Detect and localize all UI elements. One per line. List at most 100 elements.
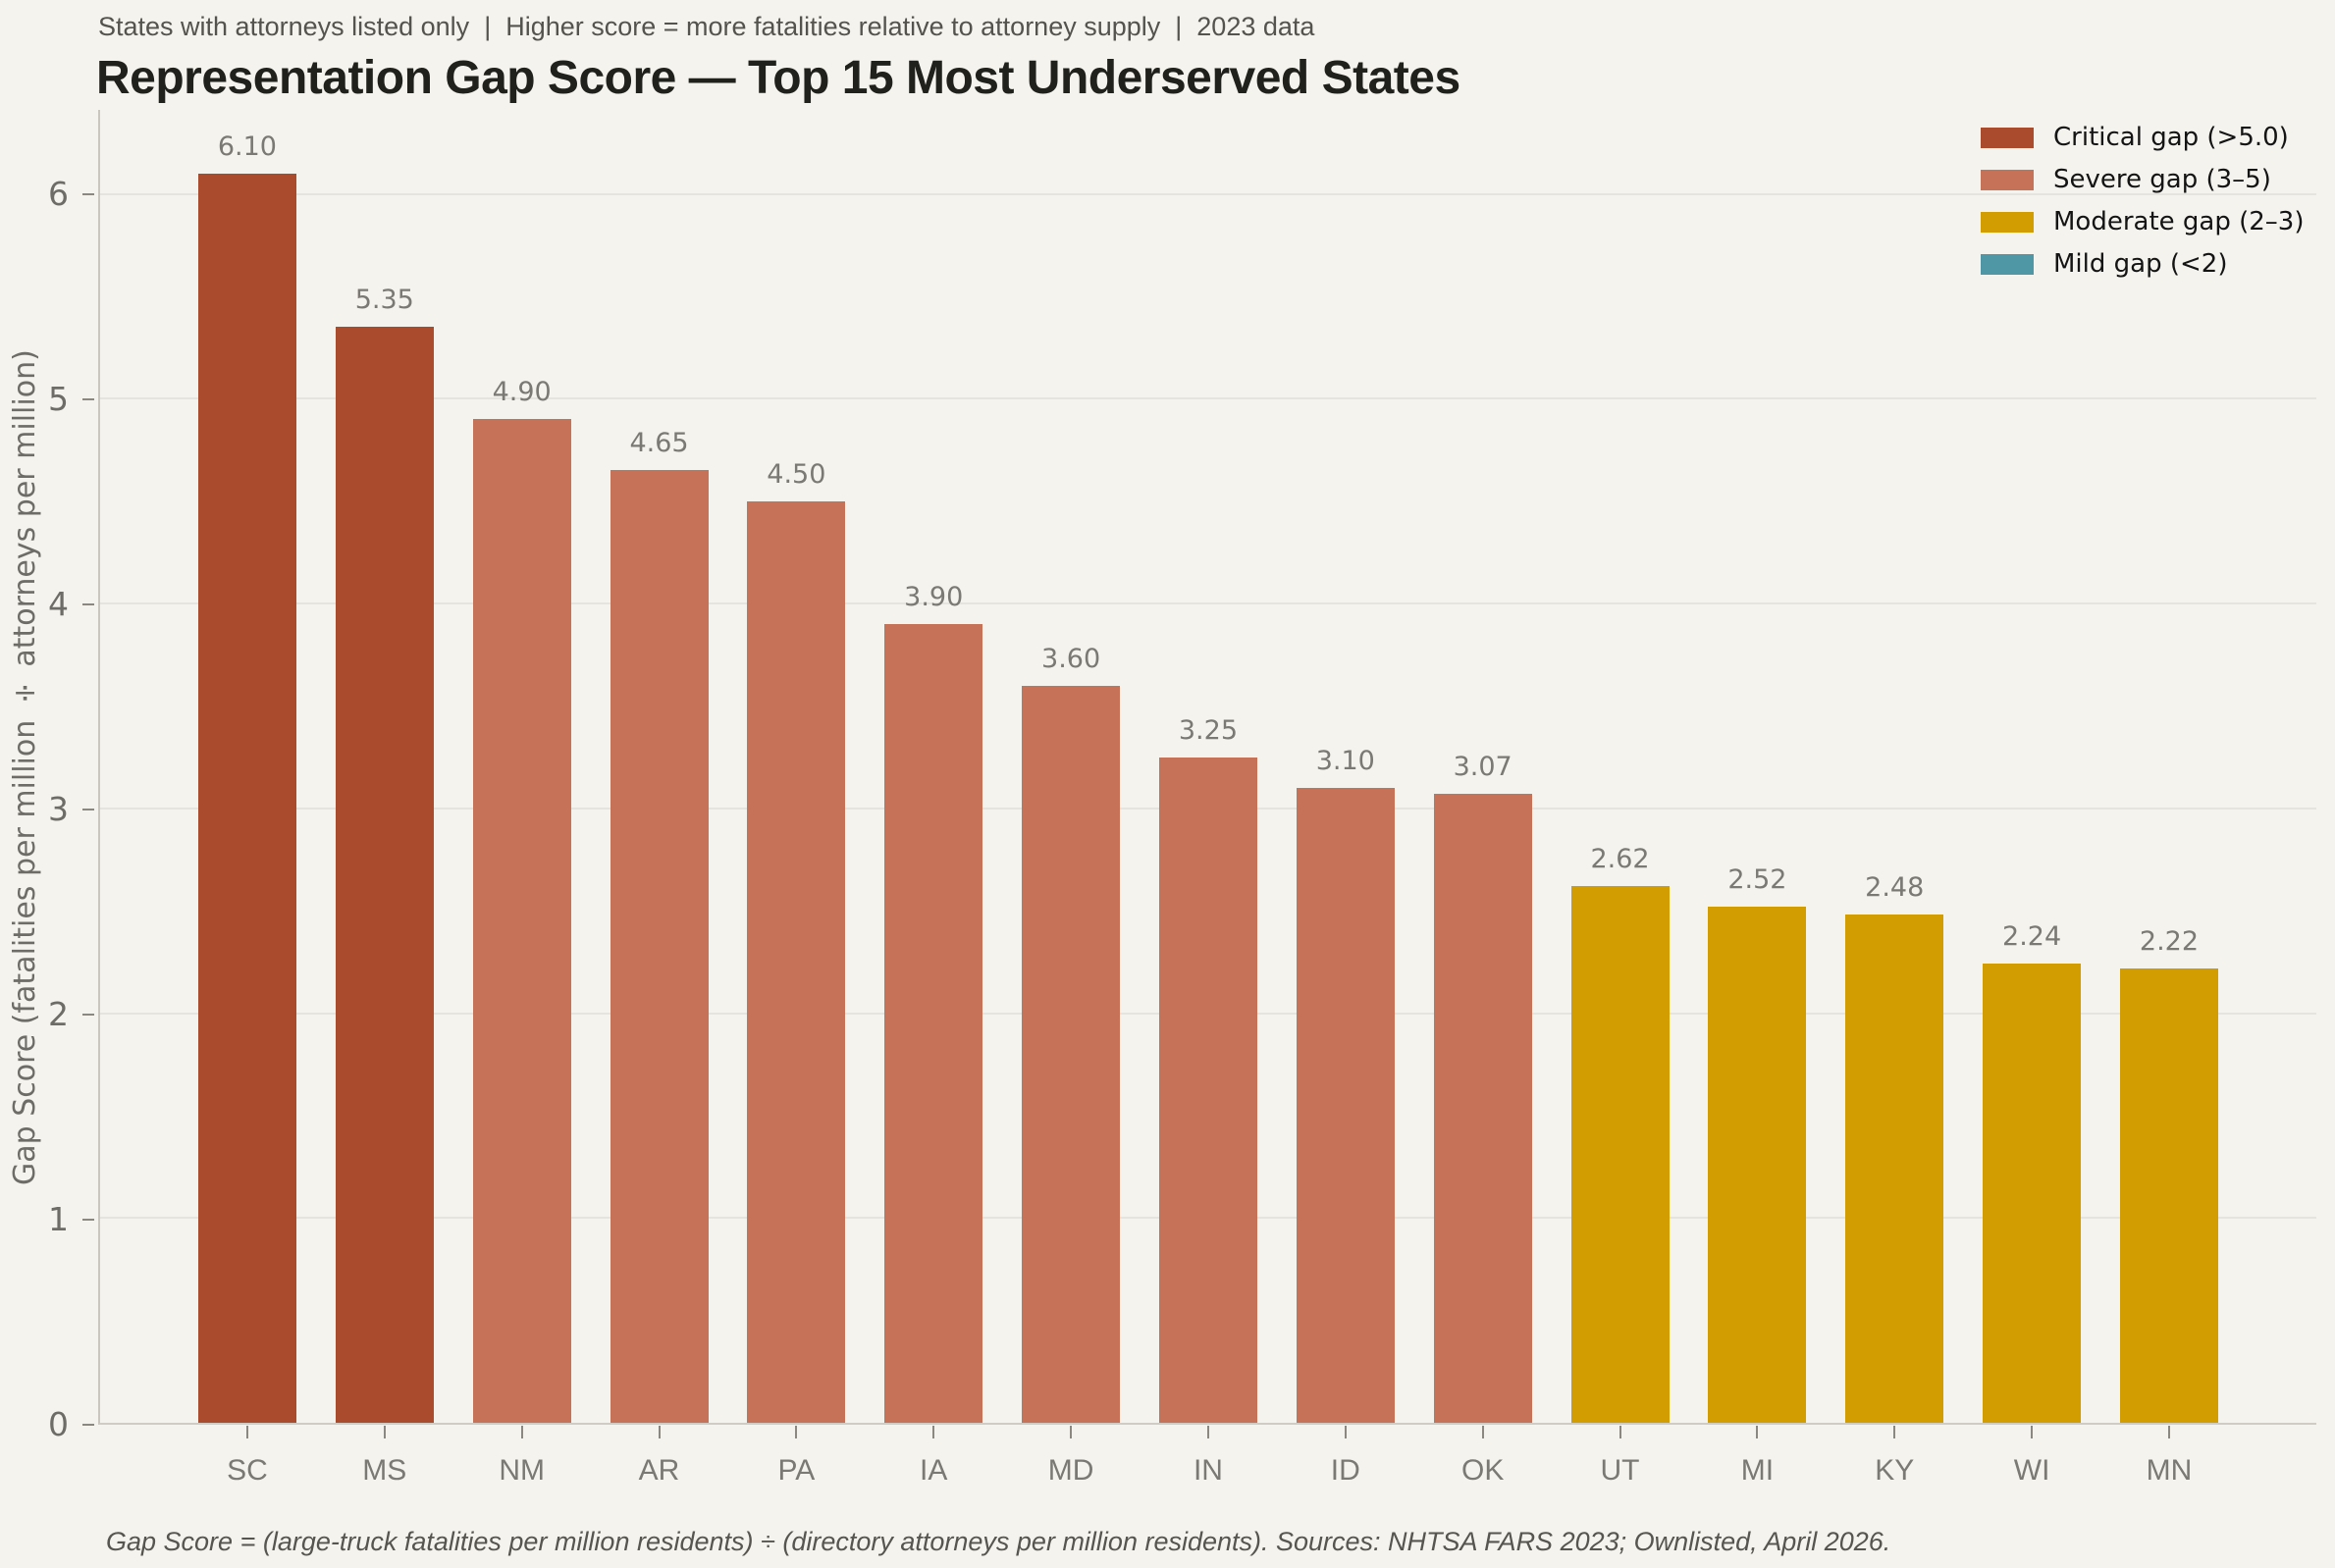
gridline-y5 [100, 397, 2316, 400]
x-tick-label-nm: NM [499, 1454, 545, 1487]
legend-entry-1: Severe gap (3–5) [1981, 165, 2305, 194]
bar-slot-id: 3.10 ID [1277, 110, 1414, 1487]
x-tick-label-wi: WI [2013, 1454, 2050, 1487]
bar-value-label-ms: 5.35 [354, 285, 414, 316]
bar-value-label-pa: 4.50 [767, 458, 826, 490]
bar-pa [747, 500, 846, 1423]
bar-value-label-md: 3.60 [1041, 643, 1101, 674]
y-tick-label-5: 5 [48, 379, 69, 418]
x-tick-label-ia: IA [920, 1454, 948, 1487]
bar-value-label-ia: 3.90 [904, 581, 964, 612]
y-tick-label-6: 6 [48, 174, 69, 213]
legend-entry-3: Mild gap (<2) [1981, 249, 2305, 279]
chart-subtitle: States with attorneys listed only | High… [98, 12, 1315, 41]
bar-slot-sc: 6.10 SC [179, 110, 316, 1487]
gridline-y4 [100, 602, 2316, 605]
bar-value-label-ky: 2.48 [1865, 872, 1925, 904]
x-tick-mark-id [1344, 1426, 1347, 1438]
bar-slot-nm: 4.90 NM [453, 110, 591, 1487]
x-tick-label-pa: PA [777, 1454, 816, 1487]
bar-mi [1708, 907, 1807, 1423]
legend-label-1: Severe gap (3–5) [2053, 165, 2271, 194]
bar-slot-wi: 2.24 WI [1963, 110, 2100, 1487]
legend-swatch-1 [1981, 169, 2034, 190]
bar-slot-ok: 3.07 OK [1414, 110, 1552, 1487]
x-tick-mark-sc [245, 1426, 248, 1438]
bar-ut [1570, 886, 1670, 1423]
bar-ia [884, 623, 983, 1423]
bar-wi [1983, 964, 2082, 1423]
bar-value-label-mn: 2.22 [2139, 925, 2200, 957]
x-tick-mark-wi [2031, 1426, 2034, 1438]
x-tick-label-ms: MS [362, 1454, 407, 1487]
bars-row: 6.10 SC 5.35 MS 4.90 NM 4.65 AR 4.50 PA 3.90 IA 3.60… [100, 110, 2316, 1487]
bar-value-label-ut: 2.62 [1590, 844, 1650, 875]
bar-value-label-in: 3.25 [1178, 714, 1238, 746]
legend-swatch-0 [1981, 127, 2034, 148]
y-tick-mark-5 [82, 397, 94, 400]
y-axis: 0 1 2 3 4 5 6 [0, 110, 98, 1441]
bar-mn [2119, 967, 2218, 1423]
bar-value-label-ar: 4.65 [629, 428, 689, 459]
bar-ms [335, 327, 434, 1423]
bar-in [1158, 757, 1257, 1423]
x-tick-mark-in [1206, 1426, 1209, 1438]
x-tick-mark-ms [383, 1426, 386, 1438]
y-tick-label-4: 4 [48, 584, 69, 623]
x-tick-mark-pa [795, 1426, 798, 1438]
y-tick-label-2: 2 [48, 994, 69, 1033]
bar-slot-ar: 4.65 AR [591, 110, 728, 1487]
x-tick-mark-mn [2167, 1426, 2170, 1438]
y-tick-label-0: 0 [48, 1405, 69, 1443]
bar-slot-ky: 2.48 KY [1826, 110, 1963, 1487]
legend-swatch-2 [1981, 211, 2034, 233]
bar-slot-md: 3.60 MD [1002, 110, 1140, 1487]
y-tick-mark-6 [82, 192, 94, 195]
x-tick-label-mn: MN [2146, 1454, 2193, 1487]
bar-slot-mn: 2.22 MN [2100, 110, 2238, 1487]
plot-area: 6.10 SC 5.35 MS 4.90 NM 4.65 AR 4.50 PA 3.90 IA 3.60… [98, 110, 2316, 1487]
x-tick-mark-ar [658, 1426, 661, 1438]
bar-nm [472, 419, 571, 1423]
legend: Critical gap (>5.0) Severe gap (3–5) Moder… [1981, 123, 2305, 291]
bar-sc [197, 173, 296, 1423]
bar-slot-ms: 5.35 MS [316, 110, 453, 1487]
y-tick-mark-0 [82, 1424, 94, 1426]
x-tick-mark-mi [1756, 1426, 1759, 1438]
bar-id [1296, 787, 1395, 1423]
y-tick-label-3: 3 [48, 789, 69, 828]
bar-value-label-nm: 4.90 [492, 377, 552, 408]
x-tick-mark-md [1070, 1426, 1073, 1438]
legend-entry-2: Moderate gap (2–3) [1981, 207, 2305, 236]
bar-slot-pa: 4.50 PA [727, 110, 865, 1487]
gridline-y6 [100, 192, 2316, 195]
legend-label-2: Moderate gap (2–3) [2053, 207, 2305, 236]
y-tick-mark-2 [82, 1013, 94, 1016]
x-tick-label-ky: KY [1875, 1454, 1915, 1487]
bar-slot-in: 3.25 IN [1140, 110, 1277, 1487]
x-tick-label-sc: SC [227, 1454, 268, 1487]
x-tick-mark-nm [520, 1426, 523, 1438]
bar-value-label-ok: 3.07 [1453, 752, 1512, 783]
y-tick-label-1: 1 [48, 1199, 69, 1238]
x-tick-label-mi: MI [1740, 1454, 1775, 1487]
x-tick-label-in: IN [1193, 1454, 1223, 1487]
bar-value-label-wi: 2.24 [2002, 921, 2062, 953]
bar-slot-ia: 3.90 IA [865, 110, 1002, 1487]
y-tick-mark-1 [82, 1218, 94, 1221]
bar-ok [1433, 794, 1532, 1423]
legend-swatch-3 [1981, 253, 2034, 275]
x-tick-mark-ut [1619, 1426, 1621, 1438]
x-tick-label-ar: AR [638, 1454, 680, 1487]
bar-value-label-sc: 6.10 [217, 131, 277, 162]
bar-ky [1845, 915, 1944, 1423]
bar-slot-ut: 2.62 UT [1552, 110, 1689, 1487]
legend-label-3: Mild gap (<2) [2053, 249, 2228, 279]
bar-value-label-mi: 2.52 [1727, 864, 1787, 895]
x-tick-label-md: MD [1047, 1454, 1094, 1487]
y-tick-mark-3 [82, 808, 94, 810]
x-tick-label-ok: OK [1460, 1454, 1505, 1487]
y-tick-mark-4 [82, 602, 94, 605]
source-footnote: Gap Score = (large-truck fatalities per … [106, 1527, 1891, 1556]
legend-label-0: Critical gap (>5.0) [2053, 123, 2289, 152]
